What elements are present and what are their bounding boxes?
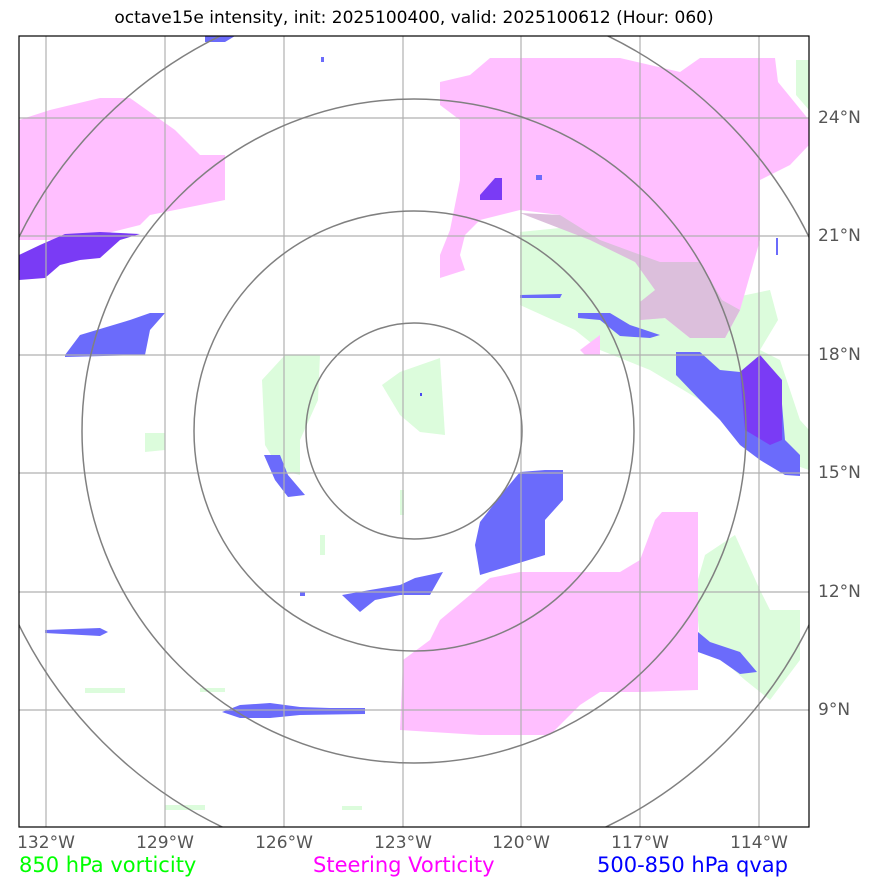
lat-label: 18°N [818,345,861,365]
lon-label: 126°W [255,833,313,853]
qvap-overlap-region [19,232,140,280]
range-ring [81,98,747,764]
lon-label: 114°W [730,833,788,853]
qvap-region [45,628,108,636]
qvap-overlap-region [480,178,502,200]
range-ring [193,210,635,652]
chart-title: octave15e intensity, init: 2025100400, v… [114,8,714,28]
map-frame [18,35,810,828]
qvap-region [475,470,563,575]
lat-label: 15°N [818,463,861,483]
vorticity-850-region [85,688,125,693]
lat-label: 12°N [818,582,861,602]
qvap-region [520,294,562,298]
vorticity-850-region [796,60,809,110]
vorticity-850-region [262,355,320,475]
range-rings [19,36,809,827]
lat-label: 9°N [818,700,851,720]
lon-label: 117°W [611,833,669,853]
storm-center-marker [420,393,422,396]
vorticity-850-region [382,358,445,435]
vorticity-850-region [342,806,362,810]
qvap-region [776,238,778,255]
lon-label: 129°W [136,833,194,853]
range-ring [305,322,523,540]
vorticity-850-region [320,535,325,555]
steering-vorticity-region [400,512,698,735]
overlap-layer [520,213,740,338]
steering-vorticity-layer [19,58,809,735]
lat-label: 24°N [818,108,861,128]
lat-label: 21°N [818,226,861,246]
qvap-region [536,175,542,180]
steering-vorticity-region [580,335,600,355]
vorticity-850-region [695,535,800,700]
qvap-overlap-region [740,355,782,445]
steering-vorticity-region [19,98,225,240]
qvap-region [65,313,165,357]
vorticity-850-region [145,433,165,452]
vorticity-850-region [200,688,225,692]
qvap-region [698,632,757,674]
qvap-region [300,592,305,596]
legend-steering-vorticity: Steering Vorticity [313,853,495,877]
legend-850-vorticity: 850 hPa vorticity [19,853,197,877]
lon-label: 120°W [492,833,550,853]
legend-qvap: 500-850 hPa qvap [597,853,788,877]
lon-label: 132°W [17,833,75,853]
overlap-region [520,213,740,338]
qvap-region [321,57,324,62]
lon-label: 123°W [374,833,432,853]
gridlines [19,36,809,827]
steering-vorticity-region [440,58,809,338]
qvap-steering-overlap-layer [19,178,782,445]
